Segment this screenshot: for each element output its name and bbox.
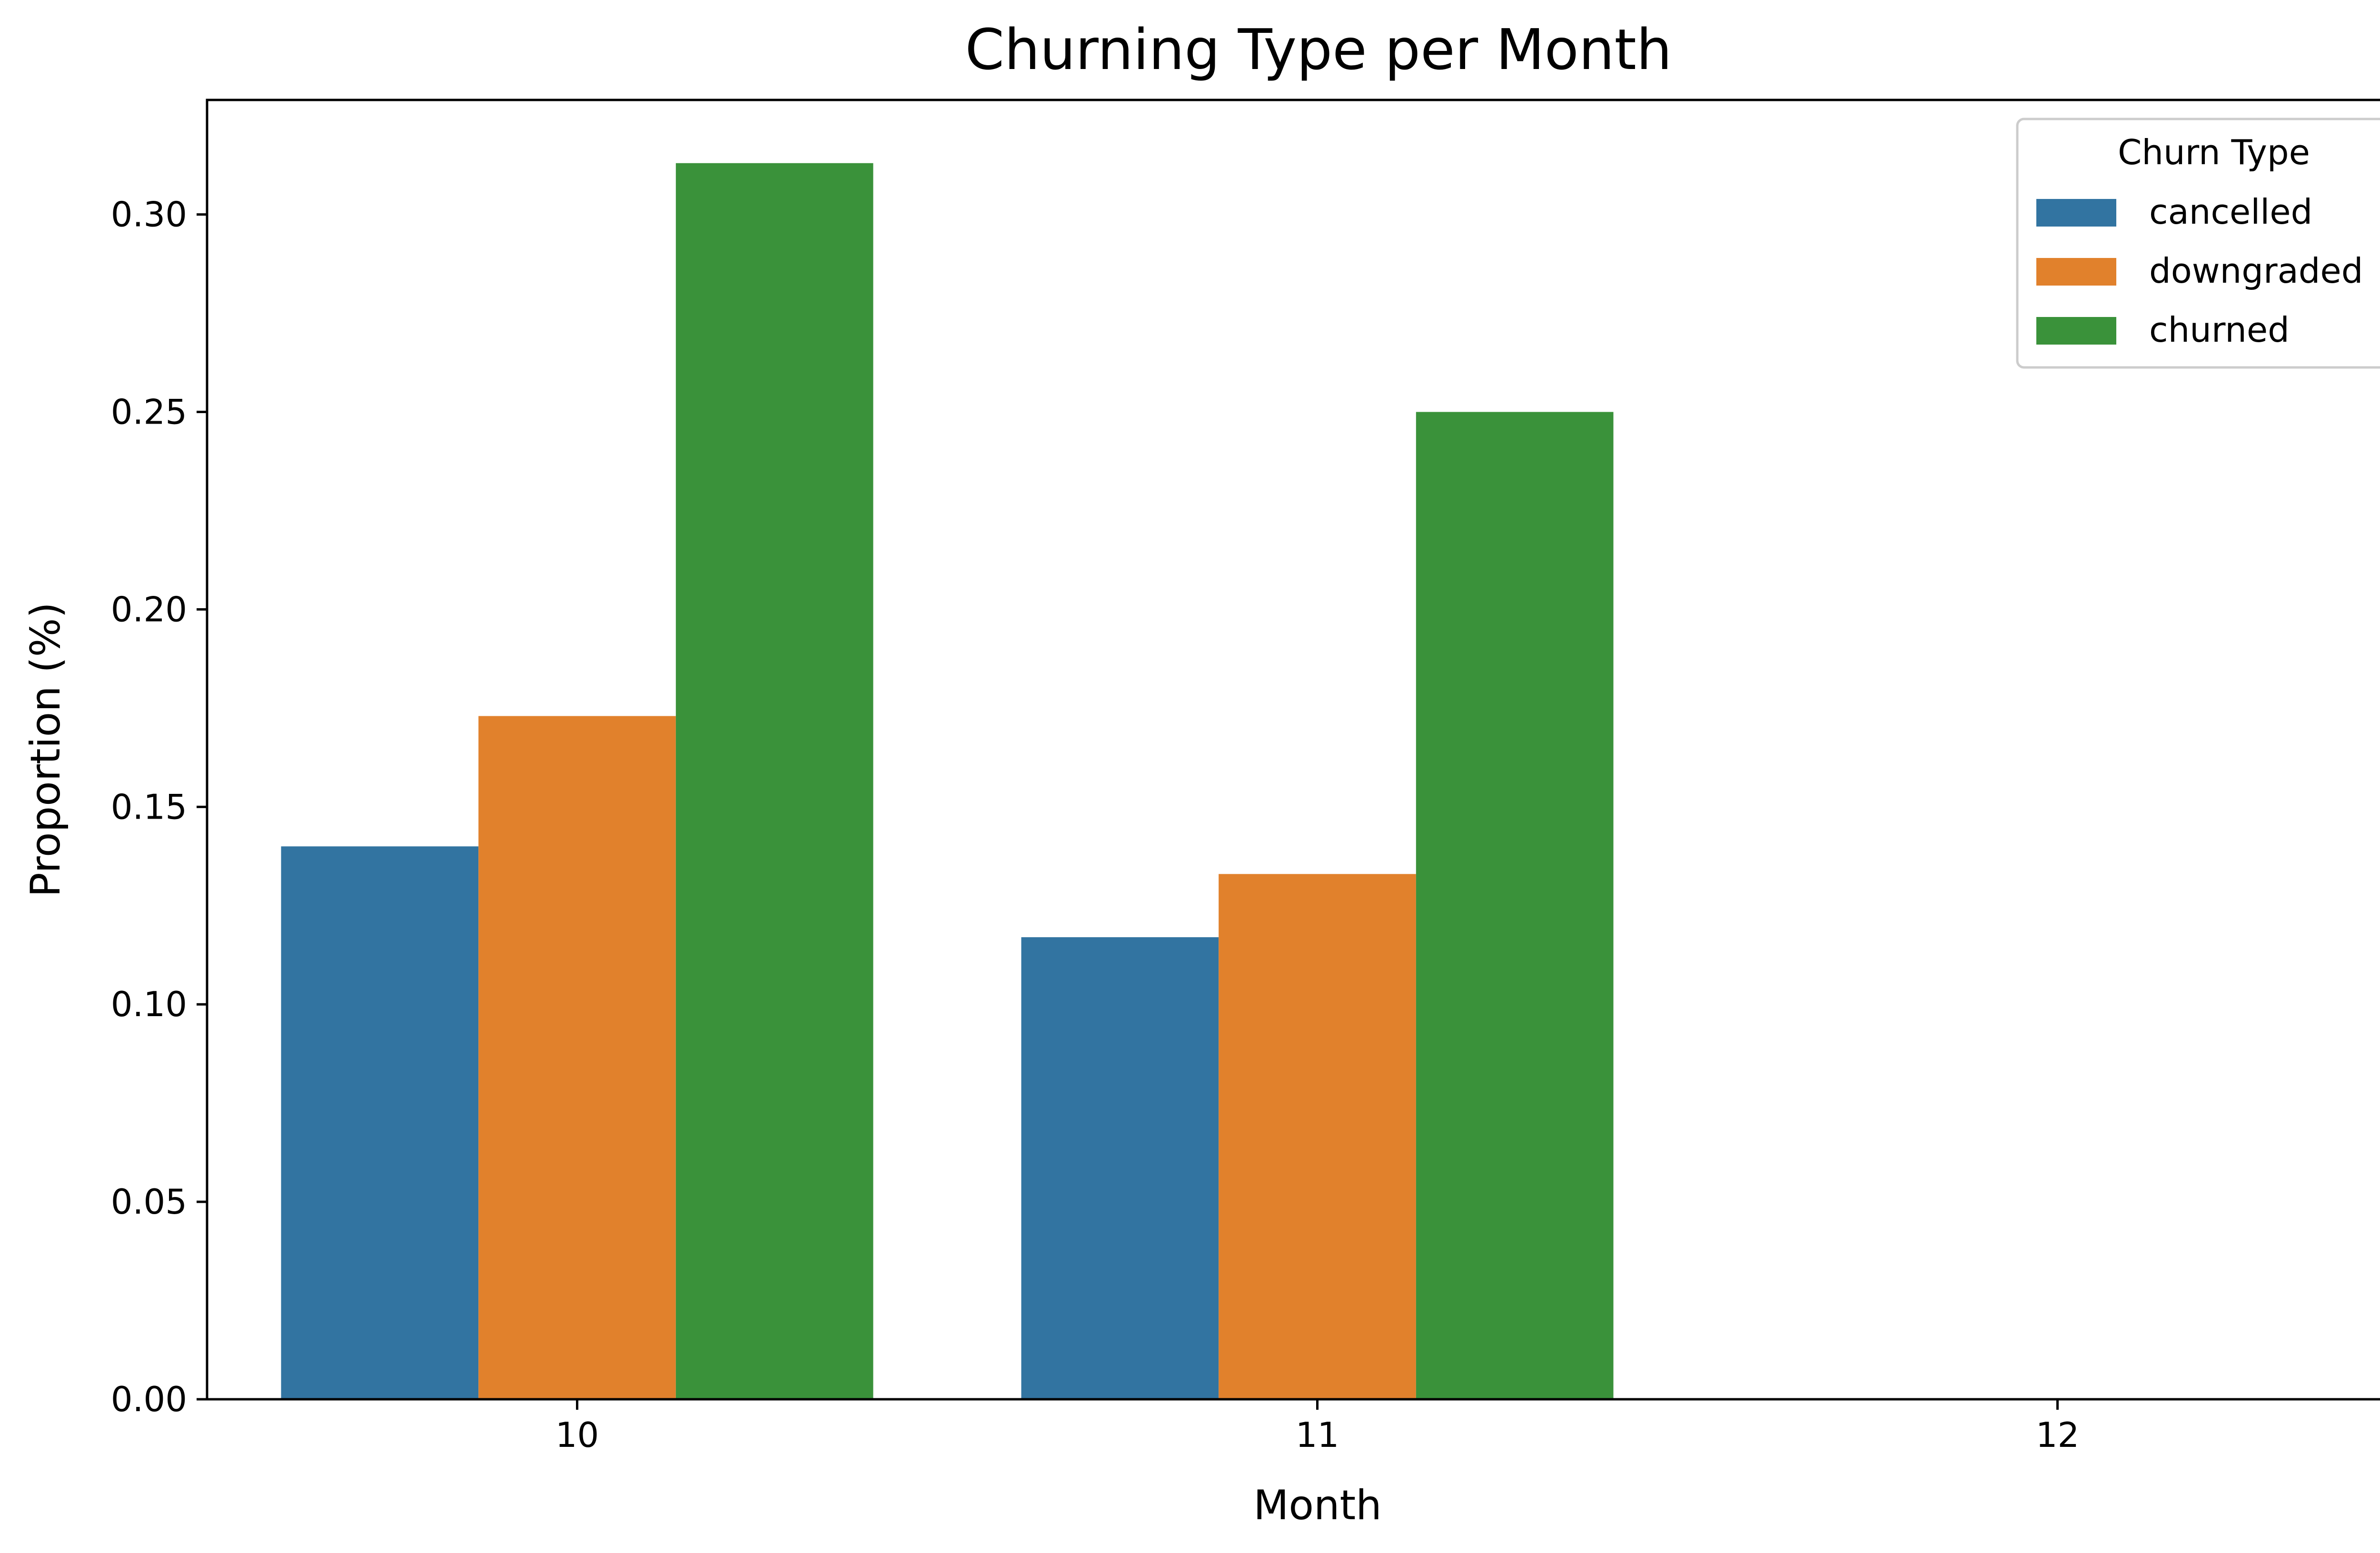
y-tick-label: 0.05 [111, 1182, 187, 1222]
legend: Churn Type cancelled downgraded churned [2016, 118, 2380, 369]
legend-title: Churn Type [2118, 132, 2310, 172]
legend-swatch-churned [2036, 317, 2116, 345]
bar-cancelled-10 [281, 846, 479, 1399]
x-tick-label: 11 [1296, 1415, 1339, 1455]
y-tick-label: 0.30 [111, 195, 187, 235]
bar-downgraded-11 [1219, 874, 1416, 1399]
bar-churned-11 [1416, 412, 1614, 1399]
legend-swatch-downgraded [2036, 258, 2116, 286]
bar-churned-10 [675, 163, 873, 1400]
y-tick-label: 0.20 [111, 589, 187, 629]
legend-label-downgraded: downgraded [2149, 251, 2363, 291]
y-tick-label: 0.25 [111, 392, 187, 432]
y-axis-label: Proportion (%) [22, 602, 69, 897]
y-tick-label: 0.15 [111, 787, 187, 827]
legend-label-cancelled: cancelled [2149, 192, 2312, 232]
legend-label-churned: churned [2149, 310, 2290, 350]
x-tick-label: 12 [2036, 1415, 2080, 1455]
y-tick-label: 0.10 [111, 984, 187, 1024]
plot-frame [206, 99, 2380, 1401]
x-tick-label: 10 [555, 1415, 599, 1455]
x-axis-label: Month [1253, 1482, 1382, 1529]
bar-downgraded-10 [478, 716, 676, 1399]
legend-swatch-cancelled [2036, 199, 2116, 227]
y-tick-label: 0.00 [111, 1379, 187, 1419]
bar-cancelled-11 [1021, 937, 1219, 1399]
chart-title: Churning Type per Month [965, 17, 1672, 82]
legend-frame [2016, 118, 2380, 369]
plot-area: 10 11 12 0.00 0.05 0.10 0.15 0.20 0.25 0.30 [111, 163, 2080, 1455]
